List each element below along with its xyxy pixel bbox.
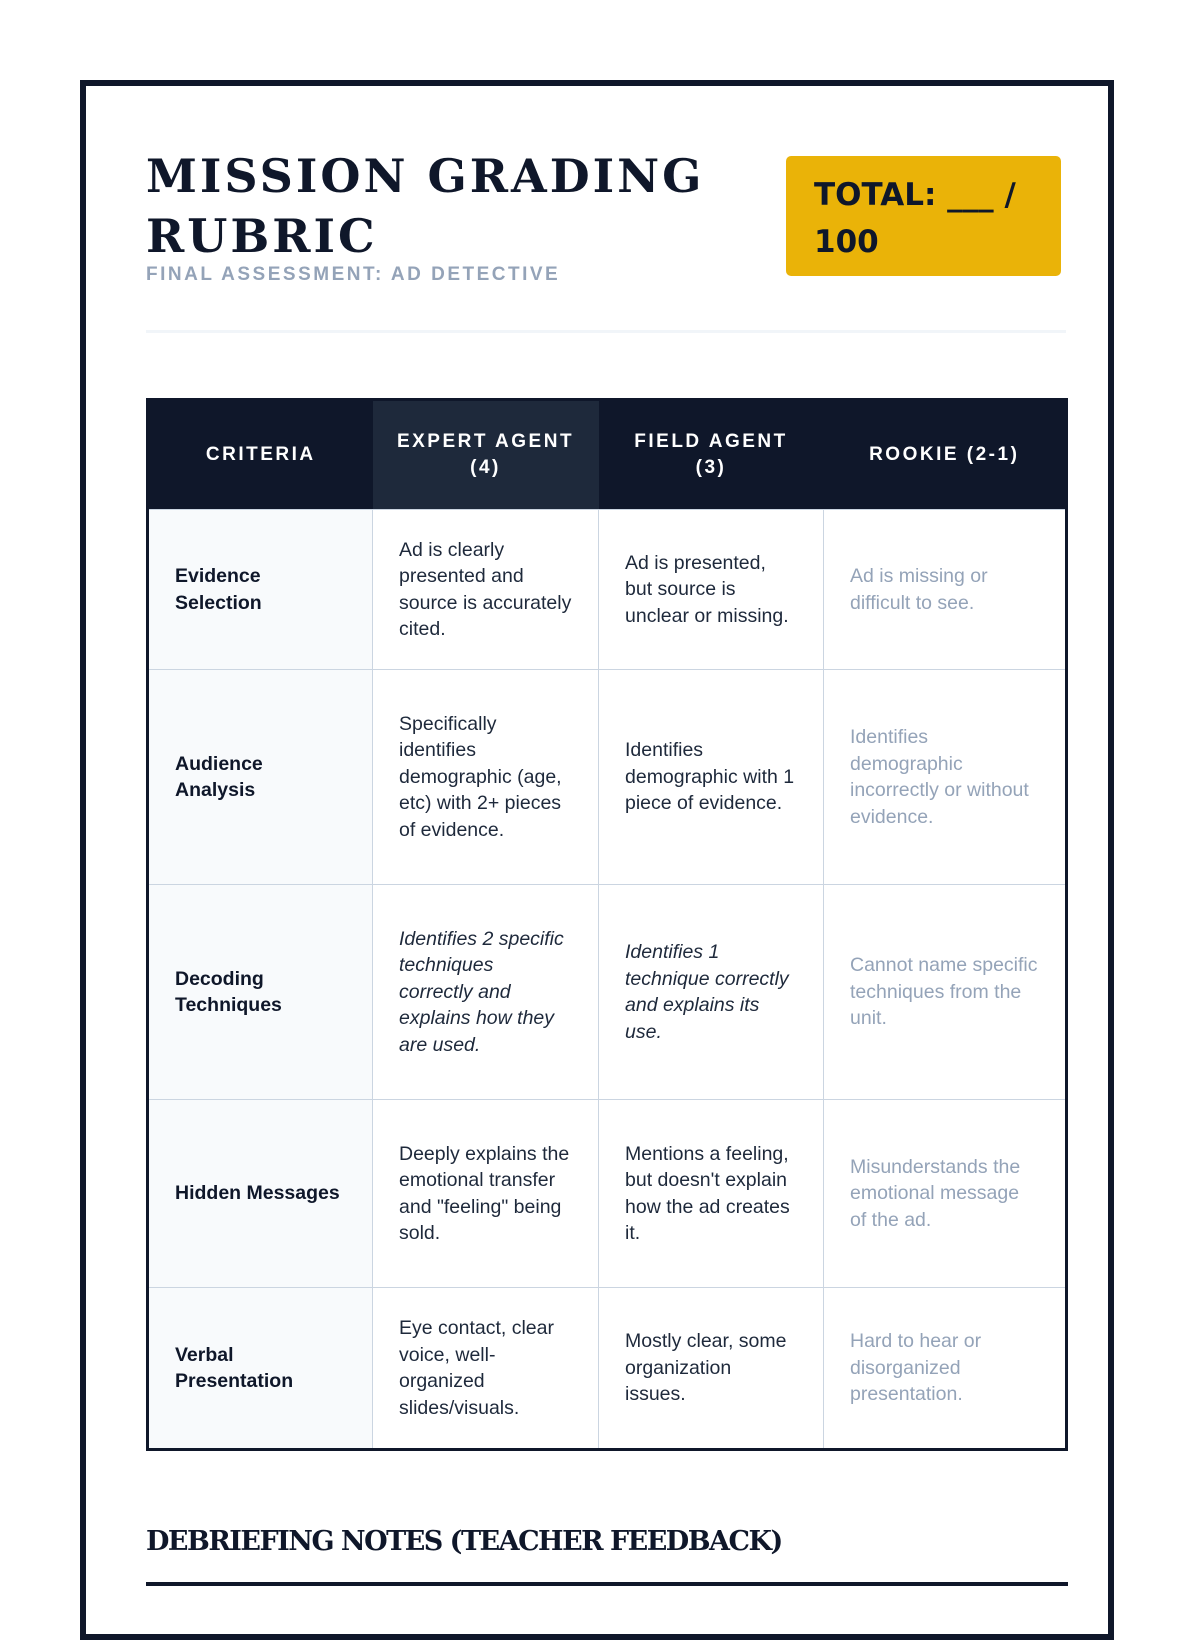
- table-header-row: CRITERIA EXPERT AGENT (4) FIELD AGENT (3…: [147, 399, 1067, 510]
- field-cell: Identifies demographic with 1 piece of e…: [598, 669, 824, 885]
- column-header-criteria: CRITERIA: [147, 399, 373, 510]
- criteria-cell: Hidden Messages: [147, 1099, 373, 1288]
- column-header-rookie: ROOKIE (2-1): [823, 399, 1067, 510]
- notes-line: [146, 1582, 1068, 1586]
- expert-cell: Eye contact, clear voice, well-organized…: [372, 1287, 599, 1450]
- expert-cell: Identifies 2 specific techniques correct…: [372, 884, 599, 1100]
- column-header-field: FIELD AGENT (3): [598, 399, 824, 510]
- rookie-cell: Misunderstands the emotional message of …: [823, 1099, 1067, 1288]
- criteria-cell: Decoding Techniques: [147, 884, 373, 1100]
- field-cell: Identifies 1 technique correctly and exp…: [598, 884, 824, 1100]
- table-row: Hidden Messages Deeply explains the emot…: [147, 1099, 1067, 1288]
- table-row: Decoding Techniques Identifies 2 specifi…: [147, 884, 1067, 1100]
- rubric-card: MISSION GRADING RUBRIC FINAL ASSESSMENT:…: [80, 80, 1114, 1640]
- expert-cell: Deeply explains the emotional transfer a…: [372, 1099, 599, 1288]
- column-header-expert: EXPERT AGENT (4): [372, 399, 599, 510]
- table-row: Audience Analysis Specifically identifie…: [147, 669, 1067, 885]
- debriefing-notes-heading: DEBRIEFING NOTES (TEACHER FEEDBACK): [146, 1526, 783, 1557]
- table-row: Evidence Selection Ad is clearly present…: [147, 509, 1067, 670]
- rookie-cell: Identifies demographic incorrectly or wi…: [823, 669, 1067, 885]
- rookie-cell: Cannot name specific techniques from the…: [823, 884, 1067, 1100]
- rubric-table: CRITERIA EXPERT AGENT (4) FIELD AGENT (3…: [146, 398, 1068, 1451]
- criteria-cell: Audience Analysis: [147, 669, 373, 885]
- page-subtitle: FINAL ASSESSMENT: AD DETECTIVE: [146, 264, 561, 285]
- field-cell: Mentions a feeling, but doesn't explain …: [598, 1099, 824, 1288]
- header-divider: [146, 330, 1066, 333]
- expert-cell: Specifically identifies demographic (age…: [372, 669, 599, 885]
- page-title: MISSION GRADING RUBRIC: [146, 149, 705, 263]
- rookie-cell: Ad is missing or difficult to see.: [823, 509, 1067, 670]
- table-row: Verbal Presentation Eye contact, clear v…: [147, 1287, 1067, 1450]
- total-score-badge: TOTAL: ___ / 100: [786, 156, 1061, 276]
- criteria-cell: Verbal Presentation: [147, 1287, 373, 1450]
- field-cell: Mostly clear, some organization issues.: [598, 1287, 824, 1450]
- field-cell: Ad is presented, but source is unclear o…: [598, 509, 824, 670]
- criteria-cell: Evidence Selection: [147, 509, 373, 670]
- rookie-cell: Hard to hear or disorganized presentatio…: [823, 1287, 1067, 1450]
- expert-cell: Ad is clearly presented and source is ac…: [372, 509, 599, 670]
